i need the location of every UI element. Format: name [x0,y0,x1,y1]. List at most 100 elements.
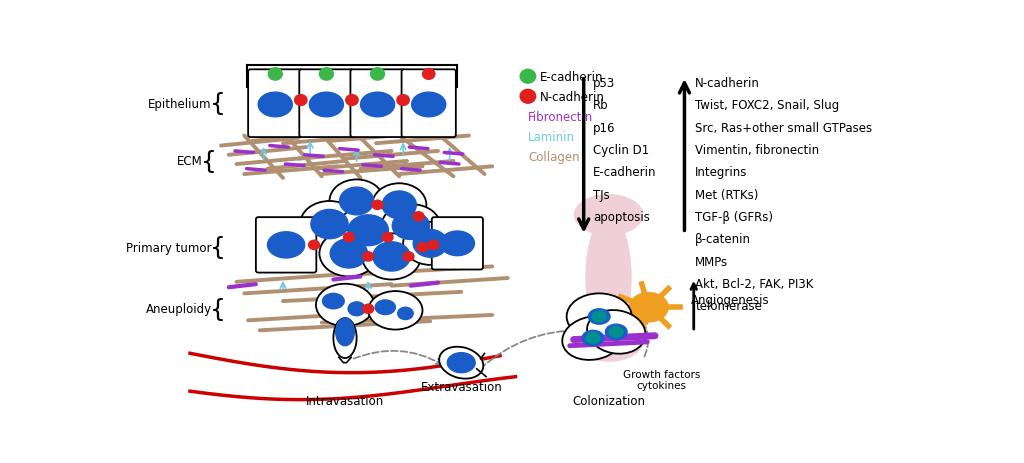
Text: apoptosis: apoptosis [593,210,650,224]
Text: TGF-β (GFRs): TGF-β (GFRs) [695,210,773,224]
Ellipse shape [403,222,458,265]
Text: E-cadherin: E-cadherin [541,70,604,83]
Ellipse shape [440,232,474,256]
Ellipse shape [381,205,440,248]
Ellipse shape [323,294,344,309]
Text: Cyclin D1: Cyclin D1 [593,144,649,156]
Ellipse shape [630,293,669,322]
Ellipse shape [340,188,374,215]
Ellipse shape [348,302,366,316]
Ellipse shape [334,319,356,358]
Ellipse shape [382,233,393,242]
Ellipse shape [360,93,394,118]
Text: Twist, FOXC2, Snail, Slug: Twist, FOXC2, Snail, Slug [695,99,840,112]
Text: Aneuploidy: Aneuploidy [145,303,212,316]
Ellipse shape [330,180,384,223]
Ellipse shape [574,195,643,235]
Text: {: { [210,92,225,116]
Ellipse shape [447,353,475,373]
Ellipse shape [583,331,604,346]
FancyBboxPatch shape [256,218,316,273]
Ellipse shape [362,305,374,314]
Ellipse shape [337,206,399,255]
Ellipse shape [609,327,624,338]
Ellipse shape [311,210,348,239]
Ellipse shape [414,213,424,221]
Ellipse shape [392,213,429,240]
Ellipse shape [382,192,417,219]
Ellipse shape [267,232,305,258]
Ellipse shape [372,184,426,227]
Text: Fibronectin: Fibronectin [528,111,593,124]
Ellipse shape [587,310,645,354]
Text: Extravasation: Extravasation [421,381,502,394]
Ellipse shape [397,95,410,106]
Text: MMPs: MMPs [695,255,728,268]
Ellipse shape [562,317,624,360]
Ellipse shape [343,233,354,242]
Ellipse shape [592,312,606,322]
Ellipse shape [316,284,374,326]
Ellipse shape [300,201,359,248]
Text: Integrins: Integrins [695,166,748,179]
Ellipse shape [268,69,283,81]
Ellipse shape [397,307,414,320]
Text: Intravasation: Intravasation [306,394,384,407]
Ellipse shape [319,69,334,81]
Text: N-cadherin: N-cadherin [541,91,605,104]
Ellipse shape [372,201,383,210]
FancyBboxPatch shape [350,70,404,138]
Ellipse shape [308,241,319,250]
Ellipse shape [375,300,395,315]
Ellipse shape [412,93,445,118]
Ellipse shape [348,215,388,246]
Ellipse shape [414,230,447,257]
Ellipse shape [417,243,428,252]
Text: β-catenin: β-catenin [695,233,752,246]
Text: {: { [210,297,225,321]
Ellipse shape [520,90,536,104]
Text: {: { [210,236,225,260]
Ellipse shape [586,333,600,344]
Text: {: { [201,149,216,173]
Ellipse shape [566,294,632,340]
Ellipse shape [586,215,631,342]
Ellipse shape [439,347,483,379]
Text: Collagen: Collagen [528,150,580,163]
FancyBboxPatch shape [432,218,483,270]
Text: Src, Ras+other small GTPases: Src, Ras+other small GTPases [695,121,872,134]
Text: Primary tumor: Primary tumor [126,241,212,254]
Ellipse shape [428,241,438,250]
Ellipse shape [369,291,423,330]
Text: Laminin: Laminin [528,131,574,144]
Text: Akt, Bcl-2, FAK, PI3K: Akt, Bcl-2, FAK, PI3K [695,277,814,290]
Ellipse shape [423,69,435,80]
Ellipse shape [605,325,627,340]
Text: Met (RTKs): Met (RTKs) [695,188,759,201]
Text: E-cadherin: E-cadherin [593,166,656,179]
Ellipse shape [589,309,610,325]
FancyBboxPatch shape [299,70,353,138]
Ellipse shape [258,93,292,118]
FancyBboxPatch shape [401,70,456,138]
Ellipse shape [403,252,414,262]
Ellipse shape [295,95,307,106]
Text: Vimentin, fibronectin: Vimentin, fibronectin [695,144,819,156]
Text: Rb: Rb [593,99,608,112]
Text: Angiogenesis: Angiogenesis [690,294,769,307]
Ellipse shape [336,319,354,346]
Ellipse shape [309,93,343,118]
Text: Colonization: Colonization [572,394,645,407]
Text: Growth factors
cytokines: Growth factors cytokines [623,369,699,391]
Ellipse shape [331,239,368,269]
Ellipse shape [574,321,643,361]
Ellipse shape [371,69,385,81]
Text: N-cadherin: N-cadherin [695,77,760,90]
Ellipse shape [373,242,410,271]
Ellipse shape [362,234,421,280]
Text: ECM: ECM [177,155,203,168]
Ellipse shape [346,95,358,106]
Ellipse shape [520,70,536,84]
Ellipse shape [362,252,374,262]
Text: p53: p53 [593,77,615,90]
